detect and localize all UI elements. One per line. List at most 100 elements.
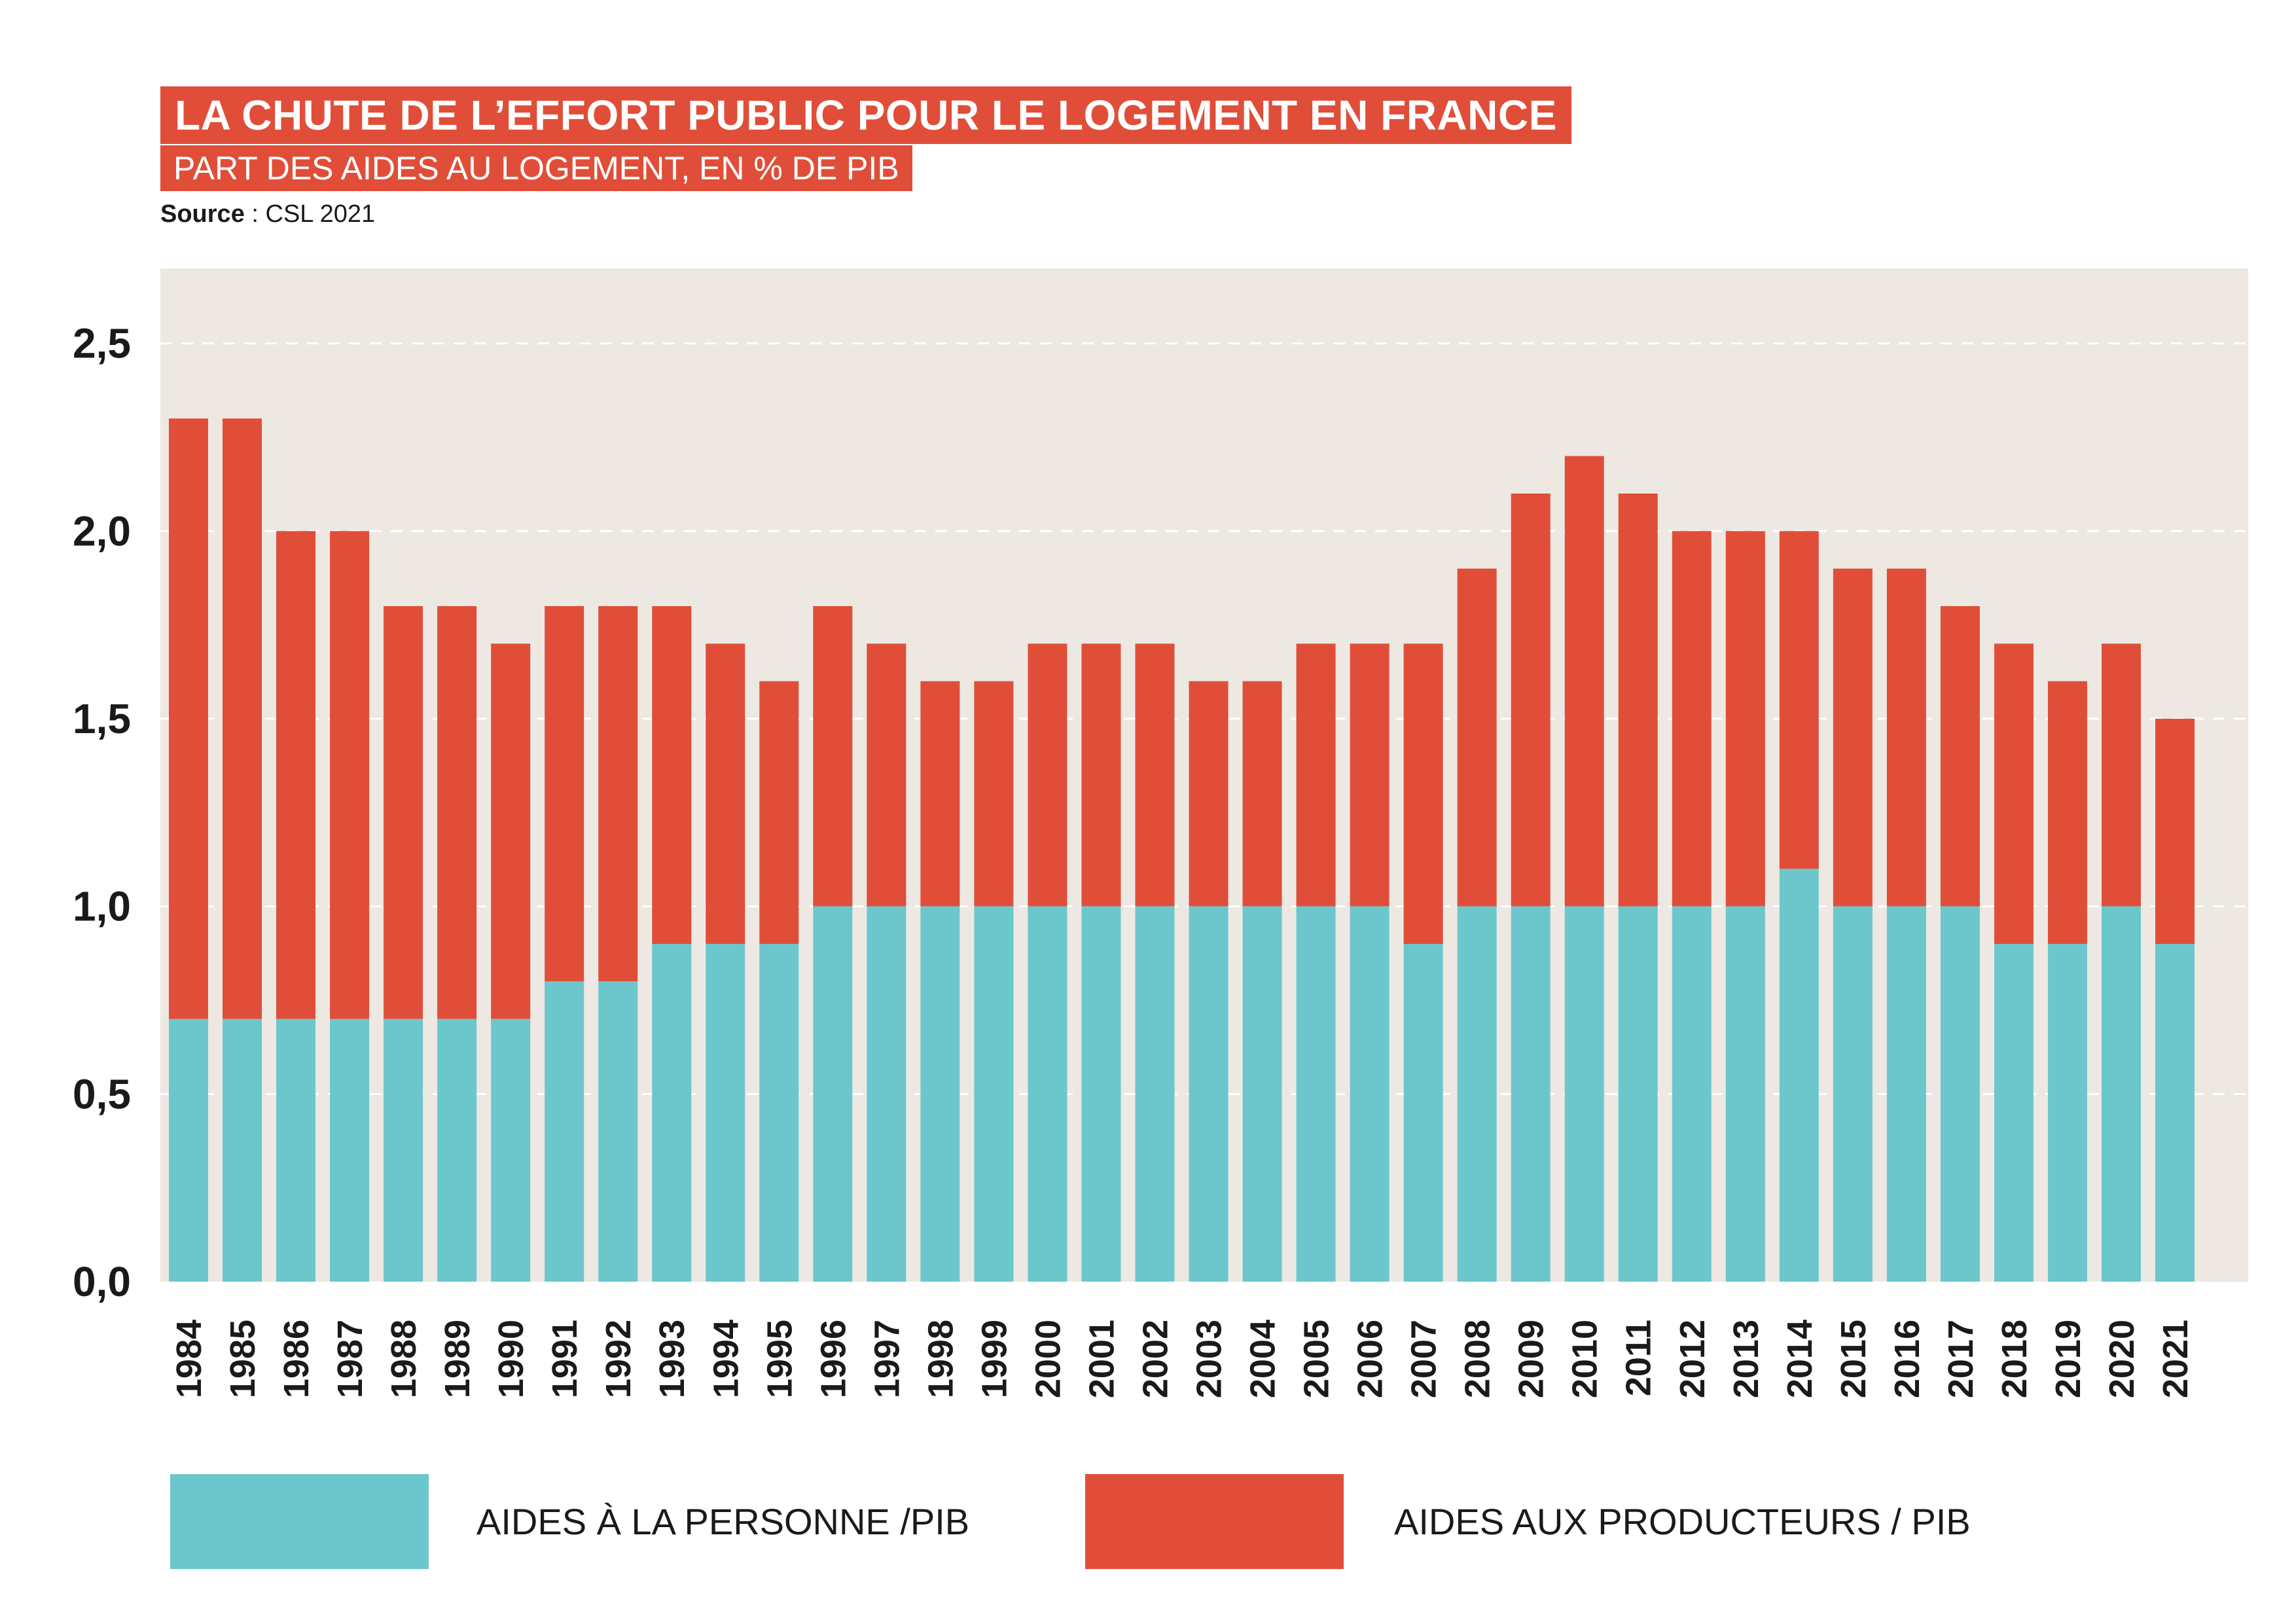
bar-producteurs xyxy=(1403,643,1443,944)
x-tick-label: 2013 xyxy=(1727,1320,1766,1398)
bar-producteurs xyxy=(2101,643,2141,907)
x-tick-label: 1997 xyxy=(867,1320,906,1398)
bar-producteurs xyxy=(1564,456,1604,907)
bar-personne xyxy=(169,1019,208,1282)
bar-producteurs xyxy=(545,606,584,982)
bar-producteurs xyxy=(813,606,853,907)
bar-personne xyxy=(1564,906,1604,1282)
x-tick-label: 2004 xyxy=(1244,1320,1283,1398)
bar-producteurs xyxy=(1672,531,1712,907)
bar-producteurs xyxy=(330,531,370,1019)
bar-personne xyxy=(652,944,692,1282)
bar-producteurs xyxy=(384,606,423,1019)
bar-producteurs xyxy=(920,681,960,907)
y-tick-label: 1,5 xyxy=(73,695,131,742)
bar-personne xyxy=(598,981,638,1282)
bar-producteurs xyxy=(276,531,316,1019)
bar-producteurs xyxy=(1779,531,1819,869)
legend-label-producteurs: AIDES AUX PRODUCTEURS / PIB xyxy=(1394,1501,1971,1542)
x-tick-label: 2006 xyxy=(1351,1320,1390,1398)
bar-producteurs xyxy=(1189,681,1229,907)
x-tick-label: 2018 xyxy=(1995,1320,2034,1398)
bar-personne xyxy=(759,944,799,1282)
x-tick-label: 1985 xyxy=(223,1320,262,1398)
legend-label-personne: AIDES À LA PERSONNE /PIB xyxy=(476,1501,970,1542)
bar-personne xyxy=(223,1019,262,1282)
bar-producteurs xyxy=(759,681,799,944)
bar-personne xyxy=(276,1019,316,1282)
bar-personne xyxy=(1403,944,1443,1282)
y-tick-label: 1,0 xyxy=(73,883,131,930)
x-tick-label: 2008 xyxy=(1458,1320,1498,1398)
x-tick-label: 2020 xyxy=(2102,1320,2142,1398)
x-tick-label: 1998 xyxy=(921,1320,960,1398)
bar-producteurs xyxy=(1135,643,1175,907)
x-tick-label: 1987 xyxy=(331,1320,370,1398)
bar-personne xyxy=(2155,944,2195,1282)
bar-personne xyxy=(437,1019,477,1282)
x-tick-label: 2001 xyxy=(1082,1320,1121,1398)
bar-producteurs xyxy=(1081,643,1121,907)
x-tick-label: 1996 xyxy=(814,1320,853,1398)
x-tick-label: 2012 xyxy=(1673,1320,1712,1398)
x-tick-label: 1993 xyxy=(653,1320,692,1398)
y-tick-label: 0,5 xyxy=(73,1070,131,1117)
x-tick-label: 2019 xyxy=(2049,1320,2088,1398)
bar-producteurs xyxy=(1886,568,1926,907)
bar-producteurs xyxy=(1725,531,1765,907)
legend-swatch-personne xyxy=(170,1474,429,1569)
x-tick-label: 2003 xyxy=(1190,1320,1229,1398)
bar-producteurs xyxy=(1457,568,1497,907)
bar-personne xyxy=(1511,906,1551,1282)
x-tick-label: 2021 xyxy=(2156,1320,2195,1398)
bar-personne xyxy=(2047,944,2087,1282)
y-tick-label: 2,0 xyxy=(73,507,131,554)
bar-producteurs xyxy=(169,418,208,1019)
bar-producteurs xyxy=(1618,494,1658,907)
bar-producteurs xyxy=(974,681,1014,907)
x-tick-label: 1986 xyxy=(277,1320,316,1398)
bar-personne xyxy=(384,1019,423,1282)
bar-producteurs xyxy=(1242,681,1282,907)
bar-personne xyxy=(974,906,1014,1282)
bar-personne xyxy=(491,1019,531,1282)
bar-personne xyxy=(330,1019,370,1282)
x-tick-label: 1988 xyxy=(384,1320,423,1398)
x-tick-label: 2015 xyxy=(1834,1320,1873,1398)
chart-subtitle: PART DES AIDES AU LOGEMENT, EN % DE PIB xyxy=(160,145,912,191)
bar-producteurs xyxy=(2155,719,2195,944)
x-tick-label: 1992 xyxy=(599,1320,638,1398)
chart-title: LA CHUTE DE L’EFFORT PUBLIC POUR LE LOGE… xyxy=(160,86,1571,144)
x-tick-label: 2017 xyxy=(1941,1320,1981,1398)
bar-personne xyxy=(813,906,853,1282)
bar-personne xyxy=(1028,906,1067,1282)
bar-personne xyxy=(545,981,584,1282)
bar-producteurs xyxy=(706,643,745,944)
title-block: LA CHUTE DE L’EFFORT PUBLIC POUR LE LOGE… xyxy=(160,86,1571,191)
x-tick-label: 1991 xyxy=(545,1320,584,1398)
x-tick-label: 1995 xyxy=(760,1320,799,1398)
source-note: Source : CSL 2021 xyxy=(160,200,375,228)
bar-producteurs xyxy=(1940,606,1980,907)
bar-personne xyxy=(1135,906,1175,1282)
x-tick-label: 2010 xyxy=(1566,1320,1605,1398)
bar-personne xyxy=(2101,906,2141,1282)
bar-producteurs xyxy=(652,606,692,944)
bar-personne xyxy=(1457,906,1497,1282)
bar-producteurs xyxy=(1511,494,1551,907)
x-tick-label: 1999 xyxy=(975,1320,1014,1398)
source-label: Source xyxy=(160,200,245,228)
bar-personne xyxy=(1081,906,1121,1282)
bar-producteurs xyxy=(1833,568,1873,907)
bar-personne xyxy=(1994,944,2034,1282)
x-tick-label: 2002 xyxy=(1136,1320,1175,1398)
x-tick-label: 1994 xyxy=(706,1320,745,1398)
source-text: : CSL 2021 xyxy=(244,200,376,228)
bar-producteurs xyxy=(1994,643,2034,944)
x-tick-label: 1984 xyxy=(170,1320,209,1398)
bar-producteurs xyxy=(437,606,477,1019)
bar-personne xyxy=(1242,906,1282,1282)
bar-producteurs xyxy=(867,643,906,907)
x-tick-label: 2009 xyxy=(1512,1320,1551,1398)
y-tick-label: 2,5 xyxy=(73,320,131,367)
